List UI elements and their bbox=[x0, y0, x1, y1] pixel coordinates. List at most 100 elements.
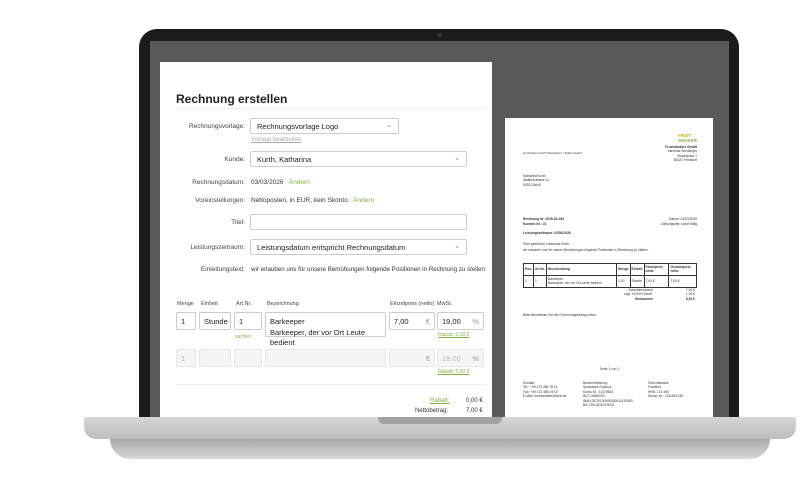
title-input[interactable] bbox=[250, 214, 467, 230]
title-label: Titel: bbox=[231, 219, 245, 226]
template-label: Rechnungsvorlage: bbox=[188, 123, 245, 130]
recipient-address: Katharina Kurth Waltersstrasse 11 50321 Br… bbox=[523, 174, 549, 187]
price-input[interactable]: 7,00 € bbox=[389, 312, 435, 330]
items-table: Pos. Art.Nr. Beschreibung Menge Einheit Einze… bbox=[523, 263, 697, 288]
footer-line: Frankfurt bbox=[648, 385, 662, 390]
total-label: Endsumme bbox=[635, 296, 653, 301]
customer-number: Kunden-Nr.: 22 bbox=[523, 222, 547, 226]
screen: Rechnung erstellen Rechnungsvorlage: Rec… bbox=[150, 41, 729, 417]
vat: 1,33 € bbox=[685, 292, 695, 297]
search-article-link[interactable]: suchen bbox=[235, 334, 252, 340]
discount-link[interactable]: Rabatt: 0,00 € bbox=[438, 332, 470, 338]
td: Barkeeper Barkeeper, der vor Ort Leute be… bbox=[546, 274, 618, 288]
col-name: Bezeichnung bbox=[267, 301, 299, 307]
date-value: 03/03/2026 | Ändern bbox=[251, 179, 310, 186]
footer-line: Tel.: +49 123 456 78 01 bbox=[523, 385, 558, 390]
footer-line: BLZ 13050000 bbox=[583, 394, 605, 399]
service-period: Leistungszeitraum: 03/03/2026 bbox=[523, 231, 571, 235]
total-discount-link[interactable]: Rabatt: bbox=[430, 398, 450, 404]
company-logo: FRUIT SHAKER bbox=[677, 133, 697, 143]
date-text: 03/03/2026 bbox=[251, 179, 284, 186]
th: Beschreibung bbox=[546, 263, 618, 276]
footer-bank: Bankverbindung: Sparkasse Rostock Konto-Nr… bbox=[583, 381, 633, 408]
customer-select[interactable]: Kurth, Katharina ⌄ bbox=[250, 151, 467, 167]
th: Einzelpreis netto bbox=[643, 263, 670, 276]
footer-line: Kontakt: bbox=[523, 381, 536, 385]
vat-input-empty[interactable]: 19,00% bbox=[437, 349, 484, 367]
intro-label: Einleitungstext: bbox=[200, 266, 245, 273]
col-price: Einzelpreis (netto) bbox=[390, 301, 435, 307]
payment-terms: Zahlungsziel: sofort fällig bbox=[660, 222, 697, 226]
footer-contact: Kontakt: Tel.: +49 123 456 78 01 Fax: +49 … bbox=[523, 381, 566, 399]
euro-icon: € bbox=[425, 317, 430, 326]
change-date-link[interactable]: Ändern bbox=[288, 179, 310, 186]
intro-text[interactable]: wir erlauben uns für unsere Bemühungen f… bbox=[251, 266, 485, 273]
address-line: Waltersstrasse 11 bbox=[523, 178, 550, 183]
footer-line: HRB: 123 456 bbox=[648, 389, 669, 394]
subtotal: 7,00 € bbox=[685, 288, 695, 292]
invoice-number: Rechnung Nr. 2026-03-183 bbox=[523, 217, 565, 221]
template-select[interactable]: Rechnungsvorlage Logo ⌄ bbox=[250, 118, 399, 134]
greeting: Sehr geehrte(r) Katharina Kurth, bbox=[523, 242, 571, 246]
chevron-down-icon: ⌄ bbox=[386, 122, 392, 129]
period-select[interactable]: Leistungsdatum entspricht Rechnungsdatum… bbox=[250, 239, 467, 255]
vat-value: 19,00 bbox=[442, 354, 461, 363]
artno-input[interactable]: 1 bbox=[234, 312, 262, 330]
logo-line: SHAKER bbox=[677, 137, 697, 143]
intro: wir erlauben uns für unsere Bemühungen f… bbox=[523, 248, 649, 252]
totals-labels: Zwischensumme zzgl. 19,00% MwSt. Endsumme bbox=[624, 288, 653, 301]
euro-icon: € bbox=[425, 354, 430, 363]
vat-label: zzgl. 19,00% MwSt. bbox=[624, 292, 653, 297]
total: 8,33 € bbox=[685, 296, 695, 301]
col-vat: MwSt. bbox=[437, 301, 453, 307]
qty-input[interactable]: 1 bbox=[176, 312, 196, 330]
date-label: Rechnungsdatum: bbox=[192, 179, 245, 186]
th: Einheit bbox=[629, 263, 645, 276]
chevron-down-icon: ⌄ bbox=[454, 243, 460, 250]
item-name: Barkeeper bbox=[270, 317, 305, 326]
customer-value: Kurth, Katharina bbox=[257, 155, 312, 164]
footer-line: Sparkasse Rostock bbox=[583, 385, 612, 390]
table-header: Pos. Art.Nr. Beschreibung Menge Einheit Einze… bbox=[523, 263, 697, 276]
presets-value: Nettoposten, in EUR, kein Skonto | Änder… bbox=[251, 197, 375, 204]
edit-template-link[interactable]: Vorlage bearbeiten bbox=[251, 137, 302, 143]
closing: Bitte überweisen Sie den Rechnungsbetrag… bbox=[523, 313, 597, 317]
address-line: 50321 Brühl bbox=[523, 182, 541, 187]
presets-label: Voreinstellungen: bbox=[195, 197, 245, 204]
laptop-base bbox=[84, 417, 796, 439]
divider bbox=[176, 384, 486, 385]
footer-line: IBAN DE20130500000011470563 bbox=[583, 398, 633, 403]
description-input-empty[interactable] bbox=[265, 349, 386, 367]
unit-input-empty[interactable] bbox=[199, 349, 231, 367]
qty-input-empty[interactable]: 1 bbox=[176, 349, 196, 367]
unit-input[interactable]: Stunde bbox=[199, 312, 231, 330]
price-input-empty[interactable]: € bbox=[389, 349, 435, 367]
item-name: Barkeeper bbox=[548, 276, 564, 281]
discount-link-empty[interactable]: Rabatt: 0,00 € bbox=[438, 369, 470, 375]
percent-icon: % bbox=[472, 354, 479, 363]
footer-line: Gerichtsstand: bbox=[648, 381, 670, 385]
laptop-opening-lip bbox=[378, 417, 502, 424]
footer-line: E-Mail: fruchtshaker@web.de bbox=[523, 394, 567, 399]
totals-values: 7,00 €1,33 €8,33 € bbox=[686, 288, 695, 301]
footer-line: Steuer-Nr.: 123/45/1230 bbox=[648, 394, 684, 399]
invoice-form: Rechnung erstellen Rechnungsvorlage: Rec… bbox=[160, 62, 492, 417]
description-input[interactable]: Barkeeper Barkeeper, der vor Ort Leute be… bbox=[265, 312, 386, 347]
address-line: 60321 Frankfurt bbox=[673, 158, 697, 163]
artno-input-empty[interactable] bbox=[234, 349, 262, 367]
address-line: Mozartplatz 1 bbox=[677, 153, 697, 158]
chevron-down-icon: ⌄ bbox=[454, 155, 460, 162]
table-row: 1 1 Barkeeper Barkeeper, der vor Ort Leute … bbox=[523, 274, 697, 288]
footer-court: Gerichtsstand: Frankfurt HRB: 123 456 Steue… bbox=[648, 381, 683, 399]
vat-input[interactable]: 19,00% bbox=[437, 312, 484, 330]
col-qty: Menge bbox=[177, 301, 194, 307]
td: 7,00 € bbox=[643, 274, 670, 288]
th: Menge bbox=[616, 263, 631, 276]
customer-label: Kunde: bbox=[224, 156, 245, 163]
address-line: Fruchtshaker GmbH bbox=[665, 145, 697, 149]
net-label: Nettobetrag: bbox=[415, 408, 449, 414]
change-presets-link[interactable]: Ändern bbox=[353, 197, 375, 204]
td: 1,00 bbox=[616, 274, 631, 288]
camera bbox=[437, 33, 442, 38]
footer-line: Bankverbindung: bbox=[583, 381, 608, 385]
